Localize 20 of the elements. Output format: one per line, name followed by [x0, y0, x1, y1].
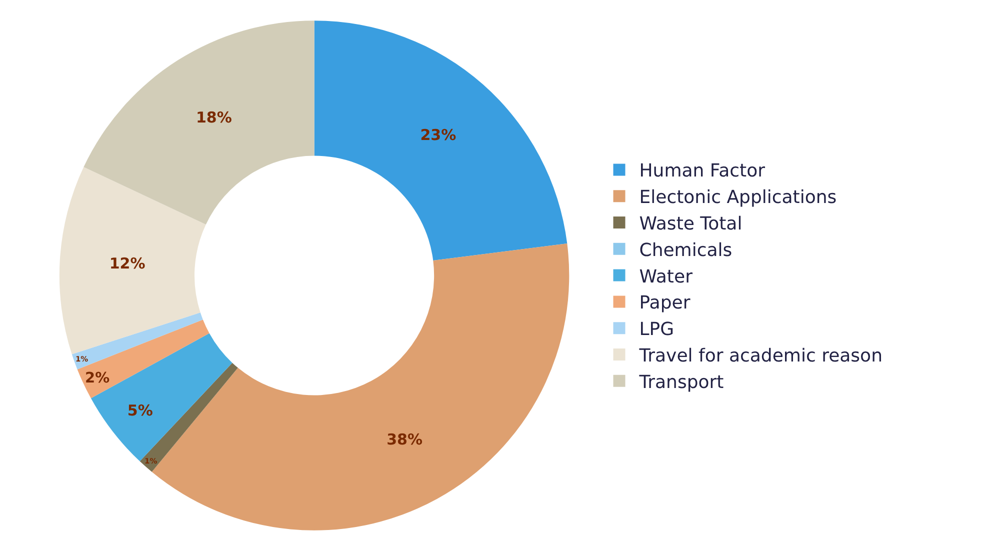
legend-label: Water [639, 266, 694, 288]
legend-label: Electonic Applications [639, 187, 837, 208]
donut-slice [60, 166, 206, 354]
donut-slice [314, 20, 568, 260]
legend-label: LPG [639, 319, 674, 340]
legend-label: Travel for academic reason [638, 346, 882, 367]
donut-slice [77, 320, 210, 398]
legend-label: Human Factor [639, 160, 766, 182]
data-label: 12% [109, 254, 146, 273]
legend-label: Waste Total [639, 214, 742, 235]
data-label: 5% [127, 402, 153, 420]
legend-label: Transport [638, 372, 724, 393]
donut-slice [72, 312, 203, 370]
data-label: 38% [386, 430, 422, 449]
data-label: 23% [420, 126, 456, 144]
data-label: 18% [196, 108, 232, 126]
data-label: 2% [85, 370, 110, 386]
legend-label: Paper [639, 292, 691, 314]
legend-label: Chemicals [639, 240, 732, 261]
donut-slice [84, 20, 314, 224]
